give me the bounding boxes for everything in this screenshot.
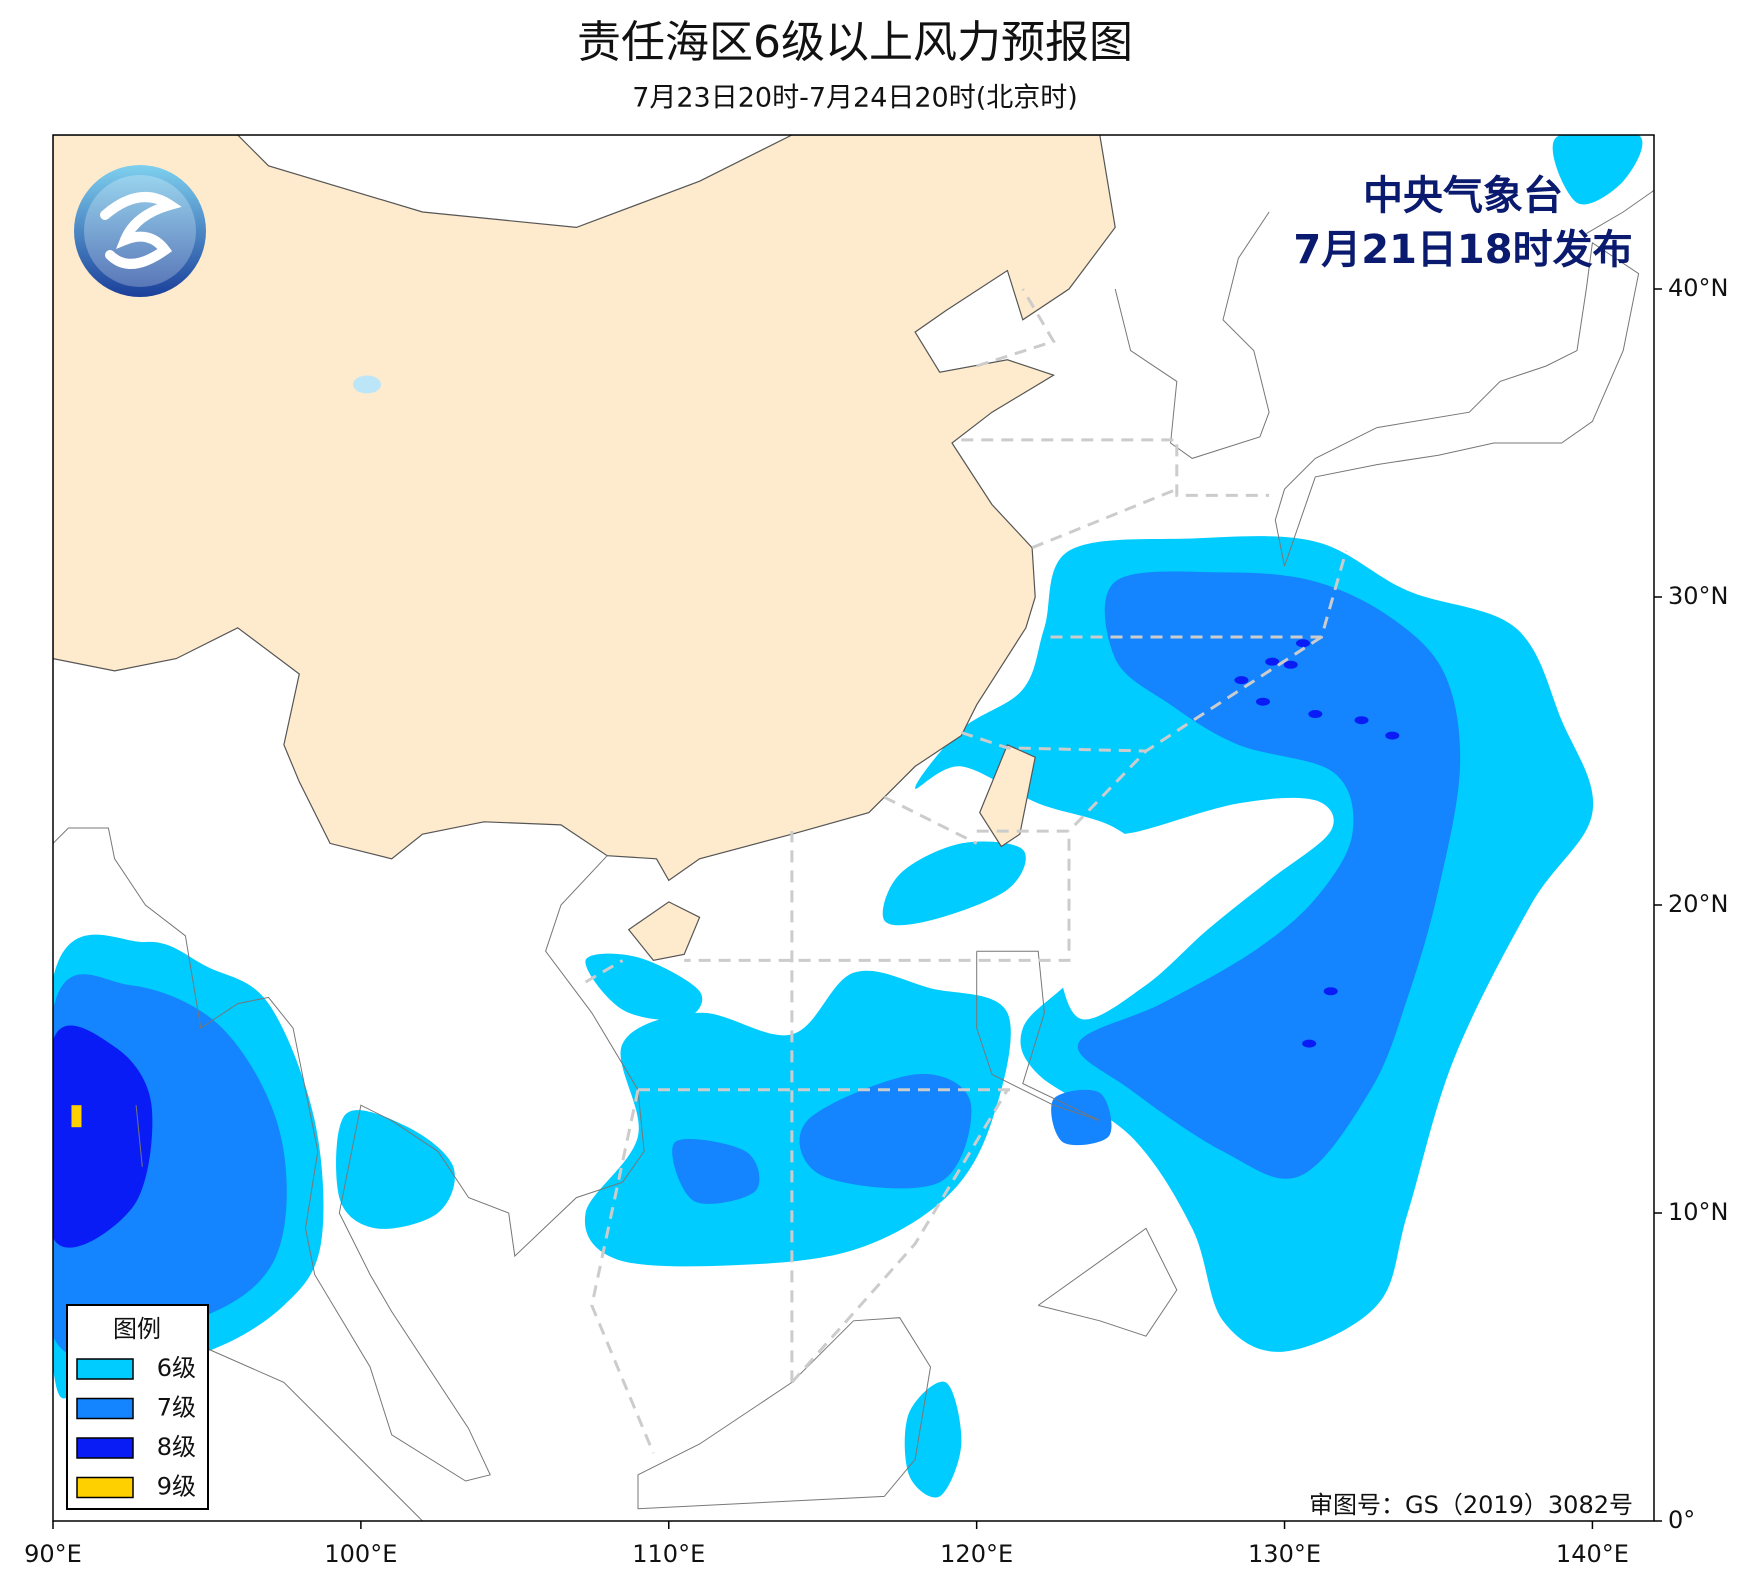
legend: 图例 6级 7级 8级 9级 [66,1304,209,1510]
sea-area-boundary [584,959,624,984]
y-tick-label: 20°N [1668,890,1729,918]
map-layers [53,135,1654,1521]
wind-zone [1302,1039,1317,1048]
sea-area-boundary [976,288,1056,368]
wind-zone [1265,657,1280,666]
y-tick-label: 10°N [1668,1198,1729,1226]
wind-zone [1323,987,1338,996]
island-land [627,901,701,962]
legend-swatch [76,1476,134,1499]
wind-zone [1354,716,1369,725]
logo [74,165,206,297]
y-tick-label: 0° [1668,1506,1695,1534]
x-tick-label: 120°E [940,1540,1013,1568]
sea-area-boundary [790,1089,1009,1384]
wind-zone [1385,731,1400,740]
sea-area-boundary [961,438,1270,497]
sea-area-boundary [960,731,1147,753]
coastline [1586,189,1654,235]
coastline [206,1348,423,1521]
wind-zone [799,1073,972,1189]
title: 责任海区6级以上风力预报图 [577,17,1133,68]
wind-zone [1283,660,1298,669]
sea-area-boundary [684,829,1071,962]
wind-zone [71,1105,82,1128]
lake [353,375,382,394]
plot-frame [52,134,1655,1522]
legend-label: 8级 [157,1433,196,1461]
china-land [53,135,1116,882]
wind-zone [904,1381,962,1498]
approval-number: 审图号：GS（2019）3082号 [1309,1491,1633,1519]
clear-area [1046,797,1334,1020]
wind-zone [1296,639,1311,648]
wind-zone [336,1110,455,1229]
legend-label: 9级 [157,1473,196,1501]
wind-zone [1552,135,1643,205]
wind-zone [1234,676,1249,685]
coastline [637,1317,932,1510]
coastline [1274,241,1640,567]
y-tick-label: 30°N [1668,582,1729,610]
legend-swatch [76,1358,134,1380]
island-land [979,743,1036,848]
wind-zone [882,841,1026,926]
coastline [1037,1227,1178,1337]
wind-zone [53,1025,153,1248]
y-tick-label: 40°N [1668,274,1729,302]
wind-zone [1255,697,1270,706]
x-tick-label: 140°E [1556,1540,1629,1568]
issued-time: 7月21日18时发布 [1293,227,1632,273]
coastline [53,827,645,1482]
legend-swatch [76,1437,134,1459]
wind-zone [672,1138,760,1204]
wind-zone [1308,710,1323,719]
legend-swatch [76,1397,134,1420]
coastline [976,950,1101,1122]
legend-title: 图例 [113,1315,161,1343]
coastline [1114,211,1270,459]
wind-zone [1051,1089,1112,1146]
x-tick-label: 130°E [1248,1540,1321,1568]
sea-area-boundary [883,795,978,845]
x-tick-label: 110°E [632,1540,705,1568]
x-tick-label: 90°E [24,1540,82,1568]
x-tick-label: 100°E [324,1540,397,1568]
agency: 中央气象台 [1363,173,1563,219]
subtitle: 7月23日20时-7月24日20时(北京时) [632,83,1078,114]
sea-area-boundary [590,1089,655,1454]
wind-zone [585,953,703,1021]
coastline [135,1105,143,1167]
sea-area-boundary [1031,487,1178,550]
legend-label: 6级 [157,1354,196,1382]
legend-label: 7级 [157,1394,196,1422]
